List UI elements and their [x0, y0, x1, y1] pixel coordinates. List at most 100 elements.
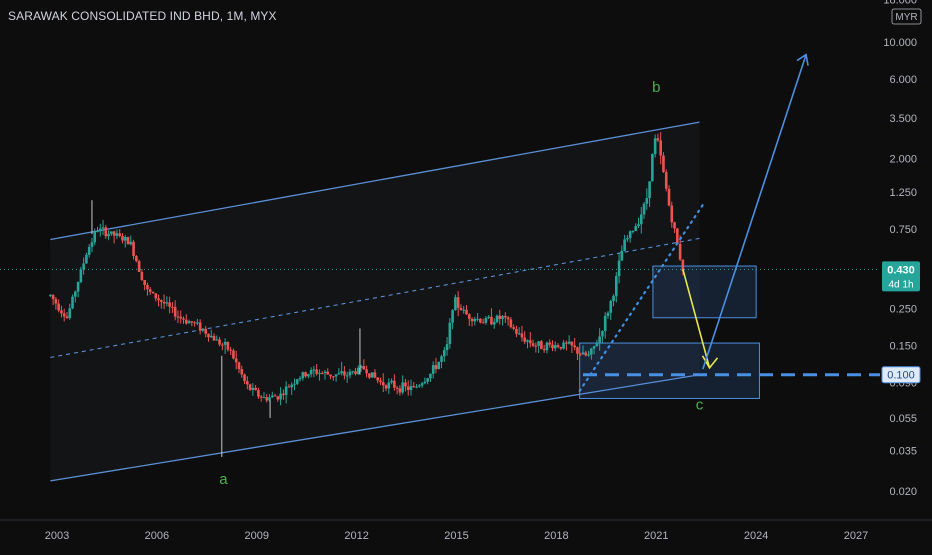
- candle-body: [368, 373, 371, 378]
- candle: [243, 373, 246, 385]
- label-layer: a b c: [219, 79, 703, 488]
- candle-body: [326, 371, 330, 375]
- candle-body: [656, 138, 660, 141]
- candle-body: [273, 395, 277, 397]
- candle: [287, 384, 291, 388]
- candle-body: [179, 316, 183, 319]
- candle-body: [645, 198, 649, 204]
- candle-body: [65, 316, 69, 319]
- support-price-box: [881, 366, 921, 384]
- candle-body: [584, 352, 588, 356]
- projection-up-arrowhead: [796, 53, 809, 66]
- candle: [98, 223, 102, 237]
- candle: [473, 316, 477, 326]
- candle: [279, 387, 282, 406]
- candle: [634, 223, 638, 232]
- candle: [456, 291, 460, 317]
- candle: [237, 361, 241, 374]
- candle-body: [454, 297, 457, 311]
- candle: [487, 315, 490, 320]
- candle: [628, 230, 632, 243]
- candle-body: [140, 272, 144, 281]
- candle: [320, 371, 324, 375]
- candle: [551, 340, 554, 352]
- candle: [157, 294, 160, 307]
- candle: [273, 393, 277, 397]
- candle-body: [198, 322, 202, 331]
- candle-body: [101, 227, 105, 229]
- candle: [617, 253, 621, 284]
- candle: [295, 378, 299, 386]
- candle-body: [504, 315, 507, 318]
- candle-body: [270, 395, 274, 398]
- candle: [196, 318, 199, 326]
- candle-body: [265, 397, 269, 401]
- currency-badge-text: MYR: [895, 12, 917, 23]
- candle: [65, 312, 69, 319]
- candle-body: [445, 344, 449, 351]
- candle: [565, 340, 568, 351]
- candle: [454, 294, 457, 311]
- candle-body: [182, 318, 185, 320]
- candle-body: [171, 306, 174, 308]
- candle: [334, 374, 338, 382]
- candle: [284, 381, 288, 404]
- candle: [362, 359, 366, 370]
- candle: [642, 201, 646, 219]
- candle: [492, 318, 496, 329]
- candle: [445, 337, 449, 356]
- candle-body: [551, 344, 554, 349]
- candle: [259, 395, 263, 402]
- candle-body: [412, 386, 416, 388]
- candle: [254, 384, 257, 391]
- candle: [545, 341, 549, 354]
- candle-body: [148, 289, 152, 292]
- candle-body: [68, 308, 72, 319]
- candle-body: [98, 228, 102, 231]
- candle-body: [523, 337, 527, 342]
- candle-body: [49, 294, 52, 296]
- candle: [68, 303, 72, 320]
- candle-body: [362, 366, 366, 370]
- candle: [639, 207, 643, 234]
- candle-body: [193, 322, 196, 324]
- candle-body: [340, 371, 343, 374]
- candle: [307, 373, 310, 379]
- candle-body: [528, 340, 532, 344]
- candle-body: [534, 345, 538, 347]
- candle-body: [126, 237, 130, 245]
- candle: [512, 324, 515, 331]
- candle: [451, 309, 454, 330]
- candle: [351, 370, 355, 375]
- candle: [340, 361, 343, 376]
- candle-body: [531, 343, 535, 346]
- candle-body: [259, 396, 263, 398]
- candle-body: [437, 361, 441, 369]
- candle-body: [451, 310, 454, 323]
- candle: [592, 345, 596, 355]
- candle: [212, 333, 216, 341]
- candle-body: [418, 385, 421, 387]
- candle-body: [85, 254, 88, 264]
- candle: [537, 340, 540, 354]
- wave-label-a: a: [219, 471, 228, 488]
- candle-body: [151, 291, 155, 294]
- channel-lower-line: [50, 374, 700, 482]
- candle-body: [223, 341, 227, 345]
- candle-body: [651, 154, 654, 182]
- candle: [437, 361, 441, 370]
- candle-body: [676, 228, 679, 244]
- candle-body: [376, 377, 380, 381]
- candle-body: [123, 237, 127, 241]
- candle-body: [129, 241, 133, 245]
- candle: [215, 335, 219, 341]
- candle-body: [165, 302, 169, 304]
- candle: [93, 228, 97, 246]
- candle: [137, 259, 141, 273]
- candle: [393, 374, 396, 391]
- candle: [459, 304, 463, 311]
- candle: [376, 377, 380, 384]
- candle: [118, 229, 121, 238]
